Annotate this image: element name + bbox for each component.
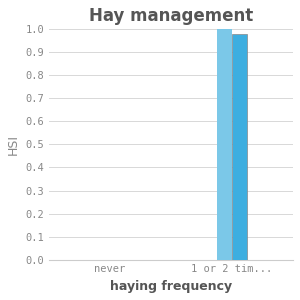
Bar (218, 29, 232, 260)
Y-axis label: HSI: HSI (7, 134, 20, 155)
X-axis label: haying frequency: haying frequency (110, 280, 232, 293)
Bar (232, 34, 247, 260)
Title: Hay management: Hay management (89, 7, 253, 25)
